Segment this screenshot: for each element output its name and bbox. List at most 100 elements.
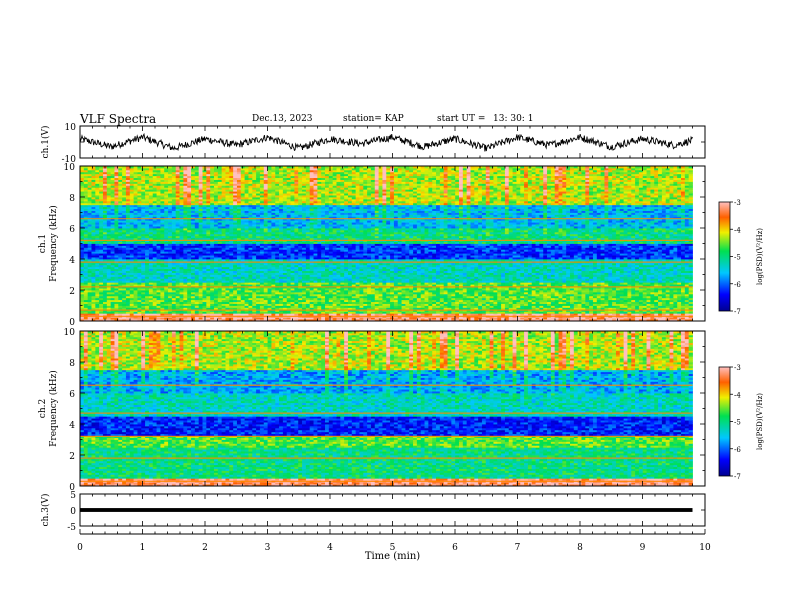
ch1-spectrogram-cell: [374, 301, 379, 304]
ch1-spectrogram-cell: [466, 297, 471, 301]
ch1-spectrogram-cell: [145, 307, 150, 310]
ch1-spectrogram-cell: [225, 288, 230, 291]
ch1-spectrogram-cell: [439, 293, 445, 297]
ch1-spectrogram-cell: [504, 297, 510, 301]
ch1-spectrogram-cell: [164, 295, 169, 299]
ch1-spectrogram-cell: [355, 299, 360, 303]
ch1-spectrogram-cell: [294, 284, 299, 287]
ch1-spectrogram-cell: [229, 293, 234, 297]
ch1-spectrogram-cell: [244, 301, 249, 304]
ch1-spectrogram-cell: [543, 276, 548, 279]
ch1-spectrogram-cell: [221, 280, 226, 283]
ch1-spectrogram-cell: [654, 293, 659, 297]
ch1-spectrogram-cell: [615, 288, 621, 291]
ch1-spectrogram-cell: [213, 299, 219, 303]
ch1-spectrogram-cell: [129, 303, 134, 306]
ch1-spectrogram-cell: [137, 313, 142, 316]
ch1-spectrogram-cell: [282, 313, 288, 316]
ch1-spectrogram-cell: [462, 313, 468, 316]
ch1-spectrogram-cell: [688, 291, 693, 295]
ch1-spectrogram-cell: [627, 290, 632, 293]
ch1-spectrogram-cell: [217, 274, 223, 277]
ch1-spectrogram-cell: [290, 299, 295, 303]
ch1-spectrogram-cell: [344, 297, 349, 301]
ch1-spectrogram-cell: [504, 276, 510, 279]
ch1-spectrogram-cell: [141, 319, 146, 322]
ch1-spectrogram-cell: [275, 293, 280, 297]
ch1-spectrogram-cell: [458, 276, 464, 279]
ch1-spectrogram-cell: [520, 319, 525, 322]
ch1-spectrogram-cell: [508, 313, 513, 316]
ch1-spectrogram-cell: [512, 317, 517, 320]
ch1-spectrogram-cell: [585, 317, 590, 320]
ch1-spectrogram-cell: [600, 280, 605, 283]
ch1-spectrogram-cell: [646, 311, 651, 314]
ch1-spectrogram-cell: [225, 307, 230, 310]
ch1-spectrogram-cell: [259, 288, 265, 291]
ch1-spectrogram-cell: [577, 274, 582, 277]
ch1-spectrogram-cell: [455, 295, 460, 299]
ch1-spectrogram-cell: [436, 307, 441, 310]
ch1-spectrogram-cell: [286, 282, 291, 285]
ch1-spectrogram-cell: [570, 303, 575, 306]
ch1-spectrogram-cell: [638, 293, 644, 297]
ch1-spectrogram-cell: [658, 282, 663, 285]
ch1-spectrogram-cell: [619, 299, 624, 303]
ch1-spectrogram-cell: [294, 319, 299, 322]
ch1-spectrogram-cell: [133, 288, 138, 291]
ch1-spectrogram-cell: [409, 282, 414, 285]
ch1-spectrogram-cell: [321, 301, 326, 304]
ch1-spectrogram-cell: [145, 297, 150, 301]
ch1-spectrogram-cell: [451, 274, 456, 277]
ch1-spectrogram-cell: [102, 305, 108, 308]
ch1-spectrogram-cell: [401, 278, 406, 281]
ch1-spectrogram-cell: [171, 282, 177, 285]
ch1-spectrogram-cell: [87, 291, 92, 295]
ch1-spectrogram-cell: [256, 307, 261, 310]
ch1-spectrogram-cell: [627, 284, 632, 287]
ch1-spectrogram-cell: [271, 274, 276, 277]
ch1-spectrogram-cell: [397, 290, 402, 293]
ch1-spectrogram-cell: [236, 291, 242, 295]
ch1-spectrogram-cell: [550, 307, 556, 310]
ch1-spectrogram-cell: [145, 317, 150, 320]
ch1-spectrogram-cell: [615, 284, 621, 287]
ch1-spectrogram-cell: [233, 278, 238, 281]
ch1-spectrogram-cell: [550, 295, 556, 299]
ch1-spectrogram-cell: [455, 284, 460, 287]
ch1-spectrogram-cell: [615, 282, 621, 285]
ch1-spectrogram-cell: [236, 319, 242, 322]
ch1-spectrogram-cell: [669, 299, 674, 303]
ch1-spectrogram-cell: [263, 319, 268, 322]
ch1-spectrogram-cell: [635, 274, 640, 277]
ch1-spectrogram-cell: [443, 282, 448, 285]
ch1-spectrogram-cell: [309, 307, 314, 310]
ch1-spectrogram-cell: [148, 288, 154, 291]
ch1-spectrogram-cell: [409, 297, 414, 301]
ch1-spectrogram-cell: [481, 293, 487, 297]
ch1-spectrogram-cell: [259, 293, 265, 297]
ch1-spectrogram-cell: [585, 291, 590, 295]
ch1-spectrogram-cell: [305, 290, 311, 293]
ch1-spectrogram-cell: [156, 313, 161, 316]
ch1-spectrogram-cell: [650, 313, 655, 316]
ch1-spectrogram-cell: [179, 293, 184, 297]
ch1-spectrogram-cell: [263, 288, 268, 291]
ch1-spectrogram-cell: [179, 301, 184, 304]
ch1-spectrogram-cell: [194, 303, 200, 306]
ch1-spectrogram-cell: [221, 276, 226, 279]
ch1-spectrogram-cell: [290, 282, 295, 285]
ch1-spectrogram-cell: [279, 295, 284, 299]
ch1-spectrogram-cell: [217, 295, 223, 299]
ch1-spectrogram-cell: [332, 288, 337, 291]
ch1-spectrogram-cell: [504, 307, 510, 310]
ch1-spectrogram-cell: [623, 274, 628, 277]
ch1-spectrogram-cell: [137, 284, 142, 287]
ch1-spectrogram-cell: [321, 307, 326, 310]
ch1-spectrogram-cell: [562, 293, 567, 297]
ch1-spectrogram-cell: [608, 313, 613, 316]
ch1-spectrogram-cell: [179, 288, 184, 291]
ch1-spectrogram-cell: [420, 290, 425, 293]
ch1-spectrogram-cell: [596, 280, 602, 283]
ch1-spectrogram-cell: [669, 280, 674, 283]
